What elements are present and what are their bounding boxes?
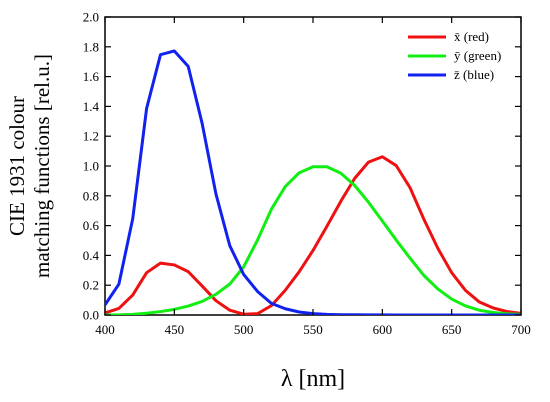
- y-tick-label: 1.6: [83, 69, 100, 84]
- y-tick-label: 2.0: [83, 10, 99, 25]
- y-tick-label: 0.0: [83, 308, 99, 323]
- series-line-0: [105, 155, 521, 315]
- x-axis: 400 450 500 550 600 650 700: [95, 17, 531, 337]
- y-axis-label: CIE 1931 colour matching functions [rel.…: [5, 54, 54, 278]
- y-axis: 0.0 0.2 0.4 0.6 0.8 1.0 1.2 1.4 1.6 1.8 2.0: [83, 10, 521, 323]
- y-tick-label: 0.4: [83, 248, 100, 263]
- y-tick-label: 1.2: [83, 129, 99, 144]
- y-tick-label: 0.2: [83, 278, 99, 293]
- y-tick-label: 1.0: [83, 159, 99, 174]
- y-tick-label: 0.8: [83, 188, 99, 203]
- y-tick-label: 0.6: [83, 218, 100, 233]
- legend-label-blue: z̄ (blue): [454, 67, 494, 82]
- y-axis-label-line-1: CIE 1931 colour: [5, 96, 29, 236]
- x-tick-label: 450: [165, 322, 185, 337]
- y-tick-label: 1.4: [83, 99, 100, 114]
- x-tick-label: 500: [234, 322, 254, 337]
- y-axis-label-line-2: matching functions [rel.u.]: [30, 54, 54, 278]
- x-tick-label: 600: [373, 322, 393, 337]
- x-tick-label: 700: [511, 322, 531, 337]
- x-tick-label: 650: [442, 322, 462, 337]
- legend: x̄ (red) ȳ (green) z̄ (blue): [408, 29, 501, 82]
- x-axis-label: λ [nm]: [281, 366, 345, 392]
- legend-label-red: x̄ (red): [454, 29, 489, 44]
- legend-label-green: ȳ (green): [454, 48, 501, 63]
- x-tick-label: 550: [303, 322, 323, 337]
- x-tick-label: 400: [95, 322, 115, 337]
- y-tick-label: 1.8: [83, 39, 99, 54]
